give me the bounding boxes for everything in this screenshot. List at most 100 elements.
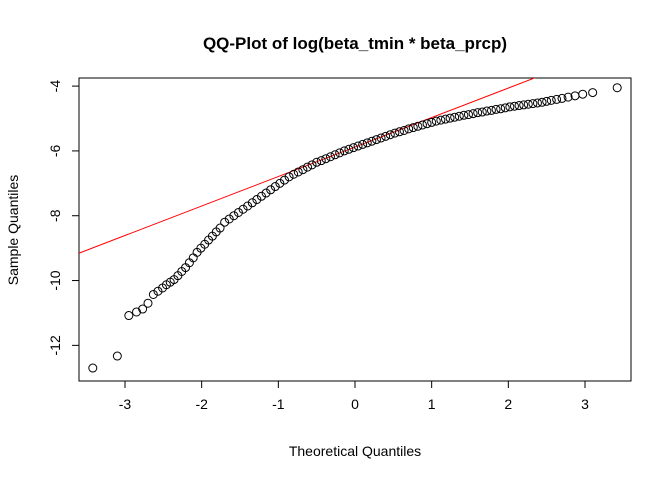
- data-point: [404, 124, 414, 134]
- data-points: [88, 83, 622, 373]
- data-point: [229, 211, 239, 221]
- data-point: [247, 198, 257, 208]
- data-point: [132, 307, 141, 317]
- data-point: [482, 106, 492, 116]
- data-point: [88, 363, 98, 373]
- data-point: [293, 167, 303, 177]
- data-point: [491, 104, 501, 114]
- data-point: [362, 138, 372, 148]
- data-point: [279, 175, 289, 185]
- data-point: [215, 223, 225, 233]
- data-point: [261, 188, 271, 198]
- x-tick-label: 3: [581, 396, 589, 412]
- data-point: [509, 101, 519, 111]
- data-point: [353, 141, 363, 151]
- y-tick-label: -8: [47, 209, 63, 222]
- data-point: [284, 172, 294, 182]
- data-point: [440, 114, 450, 124]
- data-point: [335, 148, 345, 158]
- data-point: [445, 113, 455, 123]
- data-point: [523, 99, 533, 109]
- data-point: [224, 214, 234, 224]
- qq-reference-line: [79, 78, 536, 254]
- data-point: [468, 109, 478, 119]
- data-point: [514, 101, 524, 111]
- data-point: [330, 150, 340, 160]
- data-point: [385, 130, 395, 140]
- x-tick-label: -2: [195, 396, 208, 412]
- y-axis: -12 -10 -8 -6 -4: [47, 80, 80, 355]
- data-point: [124, 311, 134, 321]
- data-point: [408, 123, 418, 133]
- data-point: [243, 201, 253, 211]
- data-point: [413, 121, 423, 131]
- y-tick-label: -10: [47, 270, 63, 290]
- x-tick-label: 0: [351, 396, 359, 412]
- data-point: [266, 185, 276, 195]
- y-axis-label: Sample Quantiles: [5, 175, 21, 286]
- data-point: [321, 154, 331, 164]
- data-point: [500, 103, 510, 113]
- x-axis-label: Theoretical Quantiles: [289, 443, 421, 459]
- chart-title: QQ-Plot of log(beta_tmin * beta_prcp): [203, 34, 507, 53]
- data-point: [138, 304, 148, 314]
- data-point: [394, 127, 404, 137]
- data-point: [390, 128, 400, 138]
- data-point: [436, 115, 446, 125]
- data-point: [348, 143, 358, 153]
- x-tick-label: -1: [272, 396, 285, 412]
- data-point: [450, 112, 460, 122]
- data-point: [233, 207, 243, 217]
- data-point: [427, 117, 437, 127]
- data-point: [143, 298, 153, 308]
- data-point: [542, 96, 552, 106]
- x-tick-label: -3: [119, 396, 132, 412]
- data-point: [563, 92, 573, 102]
- data-point: [358, 139, 368, 149]
- data-point: [473, 108, 483, 118]
- data-point: [578, 89, 588, 99]
- data-point: [431, 116, 441, 126]
- data-point: [238, 204, 248, 214]
- data-point: [339, 146, 349, 156]
- data-point: [112, 351, 122, 361]
- data-point: [399, 125, 409, 135]
- data-point: [417, 120, 427, 130]
- data-point: [252, 195, 262, 205]
- data-point: [552, 94, 562, 104]
- y-tick-label: -4: [47, 80, 63, 93]
- data-point: [376, 133, 386, 143]
- data-point: [325, 152, 335, 162]
- data-point: [532, 98, 542, 108]
- y-tick-label: -6: [47, 144, 63, 157]
- data-point: [256, 191, 266, 201]
- plot-frame: [78, 77, 632, 382]
- data-point: [220, 217, 230, 227]
- data-point: [537, 97, 547, 107]
- data-point: [367, 136, 377, 146]
- data-point: [463, 110, 473, 120]
- x-tick-label: 2: [504, 396, 512, 412]
- data-point: [528, 99, 538, 109]
- data-point: [422, 119, 432, 129]
- data-point: [519, 100, 529, 110]
- data-point: [459, 110, 469, 120]
- data-point: [289, 169, 299, 179]
- data-point: [312, 157, 322, 167]
- reference-line-group: [79, 78, 536, 254]
- data-point: [371, 135, 381, 145]
- data-point: [496, 104, 506, 114]
- data-point: [270, 182, 280, 192]
- data-point: [454, 111, 464, 121]
- data-point: [477, 107, 487, 117]
- data-point: [486, 105, 496, 115]
- data-point: [302, 162, 312, 172]
- y-tick-label: -12: [47, 335, 63, 355]
- data-point: [298, 165, 308, 175]
- data-point: [381, 131, 391, 141]
- data-point: [612, 83, 622, 93]
- data-point: [275, 178, 285, 188]
- data-point: [505, 102, 515, 112]
- data-point: [148, 289, 158, 299]
- data-point: [316, 156, 326, 166]
